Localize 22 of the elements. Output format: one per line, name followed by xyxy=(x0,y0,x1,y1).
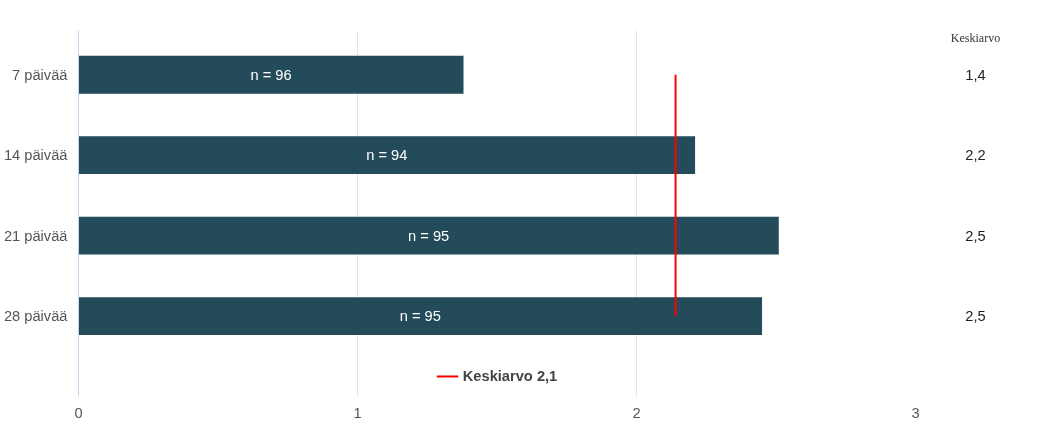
text: 2,5 xyxy=(965,308,986,325)
bar xyxy=(78,216,779,255)
text: 2,2 xyxy=(965,147,986,164)
y-tick-label: 14 päivää xyxy=(3,147,69,164)
annotation: n = 95 xyxy=(408,227,450,244)
y-tick-label: 28 päivää xyxy=(3,308,69,325)
bar xyxy=(78,297,763,335)
text: Keskiarvo xyxy=(950,30,1001,45)
bar xyxy=(78,136,696,175)
x-tick-label: 0 xyxy=(74,404,83,421)
x-tick-label: 2 xyxy=(632,404,641,421)
legend-label: Keskiarvo 2,1 xyxy=(462,368,558,384)
bar xyxy=(78,55,464,94)
annotation: n = 94 xyxy=(366,147,408,164)
annotation: n = 95 xyxy=(399,308,441,325)
annotation: n = 96 xyxy=(250,66,292,83)
text: 2,5 xyxy=(965,227,986,244)
x-tick-label: 3 xyxy=(911,404,920,421)
y-tick-label: 7 päivää xyxy=(12,66,69,83)
x-tick-label: 1 xyxy=(353,404,362,421)
y-tick-label: 21 päivää xyxy=(3,227,69,244)
text: 1,4 xyxy=(965,66,986,83)
